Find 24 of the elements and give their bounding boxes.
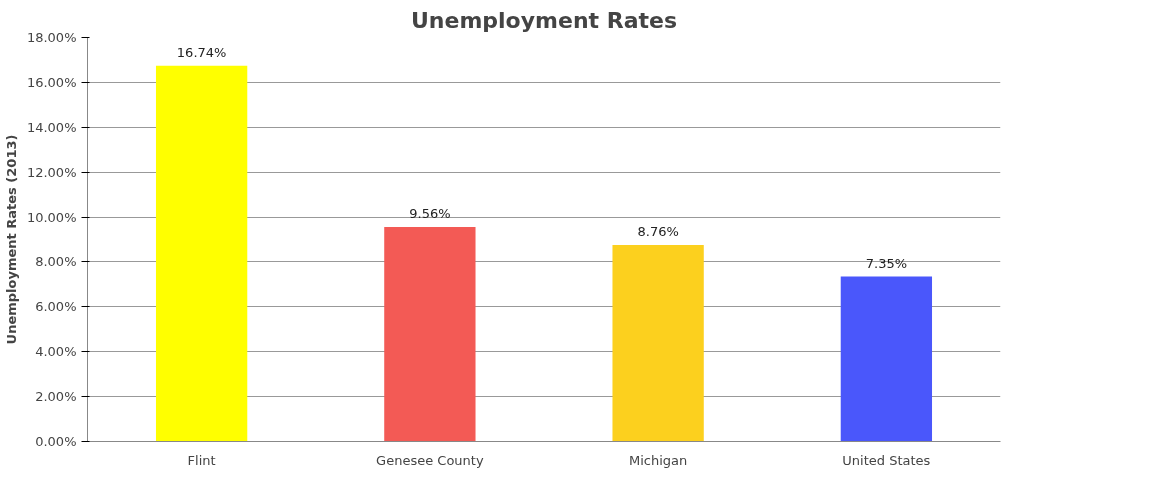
- bar: [612, 244, 704, 442]
- y-tick-label: 12.00%: [26, 164, 77, 180]
- data-label: 9.56%: [409, 205, 451, 221]
- y-tick-label: 8.00%: [35, 254, 77, 270]
- x-tick-label: United States: [842, 452, 931, 468]
- y-tick-label: 14.00%: [26, 119, 77, 135]
- y-tick-label: 18.00%: [26, 30, 77, 45]
- data-label: 16.74%: [176, 44, 227, 60]
- data-label: 8.76%: [637, 223, 679, 239]
- y-tick-label: 4.00%: [35, 344, 77, 360]
- x-tick-label: Flint: [187, 452, 216, 468]
- y-axis-title: Unemployment Rates (2013): [3, 134, 19, 345]
- chart-title: Unemployment Rates: [410, 7, 678, 33]
- y-tick-label: 2.00%: [35, 389, 77, 405]
- bar: [840, 276, 933, 442]
- data-label: 7.35%: [865, 255, 908, 271]
- y-tick-label: 0.00%: [35, 434, 77, 449]
- y-tick-label: 10.00%: [26, 209, 77, 225]
- x-tick-label: Genesee County: [376, 452, 484, 468]
- y-tick-label: 6.00%: [35, 299, 77, 315]
- bar: [155, 65, 248, 442]
- bar: [384, 226, 476, 442]
- y-tick-label: 16.00%: [26, 74, 77, 90]
- x-tick-label: Michigan: [628, 452, 688, 468]
